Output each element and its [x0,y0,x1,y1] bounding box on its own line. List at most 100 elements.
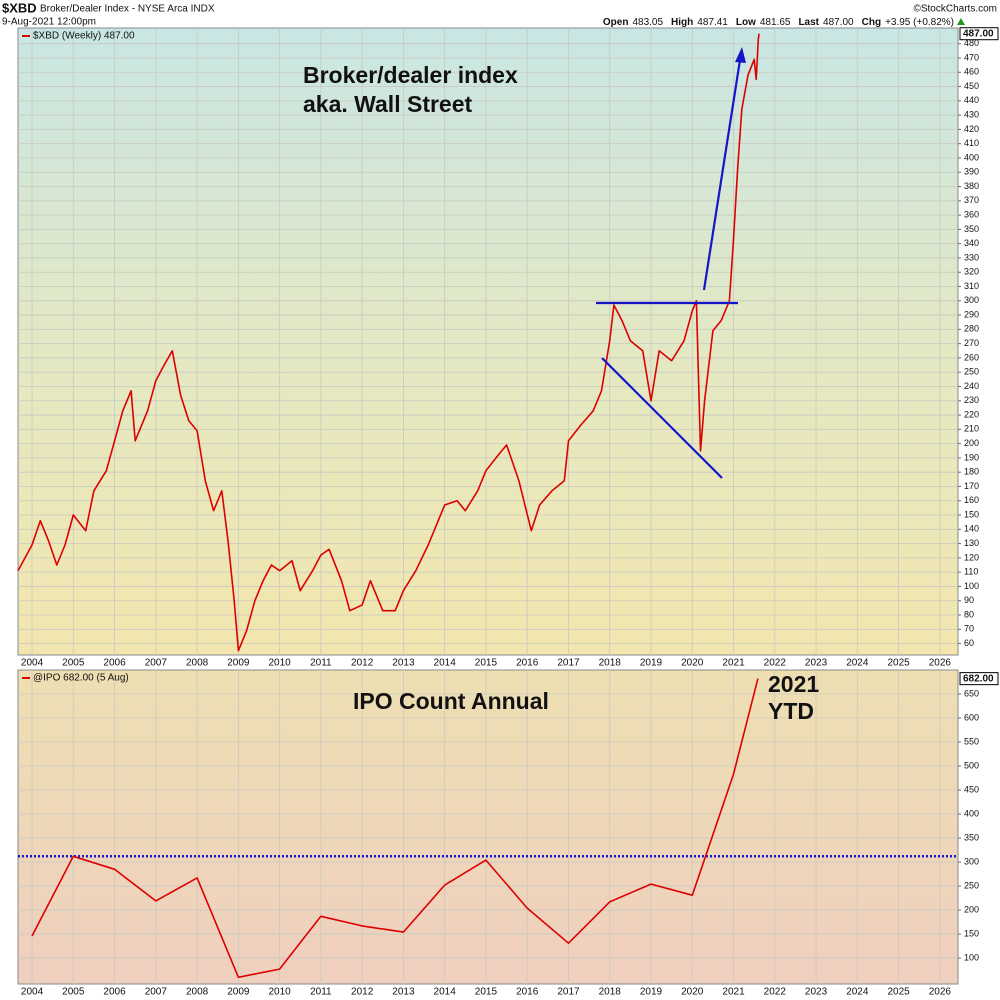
y-tick-label: 200 [964,904,979,914]
y-tick-label: 340 [964,238,979,248]
panel-background [17,669,959,985]
y-tick-label: 250 [964,367,979,377]
y-tick-label: 320 [964,267,979,277]
y-tick-label: 150 [964,509,979,519]
x-tick-label: 2018 [599,658,622,669]
y-tick-label: 450 [964,784,979,794]
annotation: Broker/dealer index [303,62,518,88]
annotation: aka. Wall Street [303,91,473,117]
y-tick-label: 70 [964,624,974,634]
y-tick-label: 500 [964,760,979,770]
y-tick-label: 390 [964,167,979,177]
legend-label: @IPO 682.00 (5 Aug) [33,673,129,684]
y-tick-label: 110 [964,567,978,577]
quote-label: Open [603,17,629,28]
x-tick-label: 2008 [186,987,209,998]
quote-value: 487.00 [823,17,854,28]
x-tick-label: 2006 [103,658,126,669]
annotation: IPO Count Annual [353,688,549,714]
y-tick-label: 160 [964,495,979,505]
last-value-label: 682.00 [963,673,994,684]
plots: 60 70 80 90 100 110 120 130 140 150 160 170 180 190 20… [17,27,999,998]
date: 9-Aug-2021 12:00pm [2,17,96,28]
y-tick-label: 370 [964,195,979,205]
quote-value: 483.05 [632,17,663,28]
y-tick-label: 380 [964,181,979,191]
x-tick-label: 2020 [681,658,704,669]
y-tick-label: 300 [964,295,979,305]
quote-label: Low [736,17,756,28]
up-arrow [957,18,965,25]
x-tick-label: 2022 [764,658,787,669]
symbol: $XBD [2,0,37,15]
x-tick-label: 2023 [805,987,828,998]
x-tick-label: 2020 [681,987,704,998]
arrow-head [735,47,746,63]
y-tick-label: 80 [964,609,974,619]
y-tick-label: 450 [964,81,979,91]
source: ©StockCharts.com [913,4,997,15]
annotation: 2021 [768,671,819,697]
y-tick-label: 310 [964,281,979,291]
y-tick-label: 480 [964,38,979,48]
quote-value: +3.95 (+0.82%) [885,17,954,28]
x-tick-label: 2010 [268,987,291,998]
x-tick-label: 2023 [805,658,828,669]
x-tick-label: 2019 [640,987,663,998]
y-tick-label: 410 [964,138,979,148]
index-name: Broker/Dealer Index - NYSE Arca INDX [40,4,215,15]
x-tick-label: 2004 [21,987,44,998]
x-tick-label: 2025 [887,987,910,998]
quote: Open 483.05 High 487.41 Low 481.65 Last 487.00 C… [603,17,954,28]
y-tick-label: 90 [964,595,974,605]
x-tick-label: 2022 [764,987,787,998]
trend-drawings [596,47,746,479]
y-tick-label: 460 [964,67,979,77]
x-tick-label: 2026 [929,658,952,669]
x-tick-label: 2026 [929,987,952,998]
x-tick-label: 2012 [351,658,374,669]
quote-value: 487.41 [697,17,728,28]
x-tick-label: 2011 [310,987,332,998]
x-tick-label: 2004 [21,658,44,669]
y-tick-label: 470 [964,52,979,62]
x-tick-label: 2021 [722,987,745,998]
y-tick-label: 230 [964,395,979,405]
quote-value: 481.65 [760,17,791,28]
x-tick-label: 2021 [722,658,745,669]
y-tick-label: 240 [964,381,979,391]
trend-line [601,357,723,479]
last-value-box [959,27,999,41]
x-tick-label: 2025 [887,658,910,669]
y-tick-label: 210 [964,424,979,434]
quote-label: Last [798,17,819,28]
y-tick-label: 420 [964,124,979,134]
last-value-label: 487.00 [963,28,994,39]
y-tick-label: 130 [964,538,979,548]
series-line [17,33,760,652]
y-tick-label: 150 [964,928,979,938]
y-tick-label: 100 [964,952,979,962]
y-tick-label: 360 [964,209,979,219]
x-tick-label: 2017 [557,658,580,669]
x-tick-label: 2007 [145,658,168,669]
x-tick-label: 2016 [516,658,539,669]
x-tick-label: 2008 [186,658,209,669]
y-tick-label: 430 [964,109,979,119]
y-tick-label: 650 [964,688,979,698]
x-tick-label: 2014 [434,987,457,998]
y-tick-label: 300 [964,856,979,866]
y-tick-label: 400 [964,152,979,162]
y-tick-label: 290 [964,309,979,319]
y-tick-label: 60 [964,638,974,648]
y-tick-label: 170 [964,481,979,491]
y-tick-label: 190 [964,452,979,462]
x-tick-label: 2006 [103,987,126,998]
x-tick-label: 2007 [145,987,168,998]
x-tick-label: 2015 [475,987,498,998]
y-tick-label: 100 [964,581,979,591]
x-tick-label: 2019 [640,658,663,669]
x-tick-label: 2024 [846,987,869,998]
y-tick-label: 200 [964,438,979,448]
